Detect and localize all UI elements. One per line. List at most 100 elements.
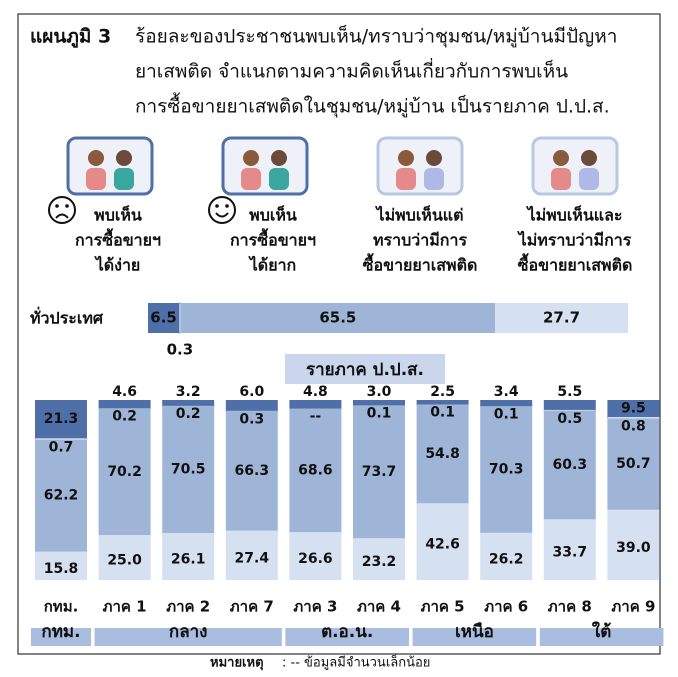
bar-value: 73.7 [362, 464, 397, 480]
bar-value: 39.0 [616, 540, 651, 556]
legend-label: ไม่พบเห็นแต่ [375, 204, 464, 225]
bar-value: 2.5 [430, 384, 455, 400]
bar-segment [289, 400, 341, 409]
title-line: การซื้อขายยาเสพติดในชุมชน/หมู่บ้าน เป็นร… [135, 93, 610, 119]
eye [55, 204, 59, 208]
bar-value: -- [310, 409, 322, 425]
legend-label: ซื้อขายยาเสพติด [518, 253, 633, 275]
bar-value: 0.1 [367, 406, 392, 422]
bar-value: 50.7 [616, 456, 651, 472]
bar-value: 9.5 [621, 401, 646, 417]
legend-label: ซื้อขายยาเสพติด [363, 253, 478, 275]
national-segment [179, 303, 180, 333]
legend-label: พบเห็น [249, 204, 297, 225]
icon-body [114, 168, 134, 190]
national-label: ทั่วประเทศ [30, 307, 104, 328]
bar-value: 26.2 [489, 551, 524, 567]
national-value: 6.5 [150, 309, 177, 327]
icon-body [424, 168, 444, 190]
icon-body [241, 168, 261, 190]
bar-value: 0.3 [239, 411, 264, 427]
icon-head [426, 150, 442, 166]
bar-segment [99, 400, 151, 408]
icon-head [581, 150, 597, 166]
icon-body [86, 168, 106, 190]
icon-body [579, 168, 599, 190]
x-tick-label: ภาค 6 [484, 598, 528, 616]
bar-value: 15.8 [44, 561, 79, 577]
bar-value: 33.7 [553, 545, 588, 561]
bar-value: 21.3 [44, 411, 79, 427]
x-tick-label: ภาค 3 [293, 598, 337, 616]
icon-head [271, 150, 287, 166]
note: : -- ข้อมูลมีจำนวนเล็กน้อย [282, 653, 430, 671]
legend-label: พบเห็น [94, 204, 142, 225]
bar-value: 42.6 [425, 537, 460, 553]
bar-value: 4.8 [303, 384, 328, 400]
legend-label: ไม่พบเห็นและ [526, 204, 623, 225]
bar-value: 3.0 [367, 384, 392, 400]
legend-icon [378, 138, 462, 194]
bar-value: 26.6 [298, 551, 333, 567]
bar-value: 27.4 [235, 550, 270, 566]
national-value: 0.3 [167, 341, 194, 359]
group-label: ต.อ.น. [321, 622, 373, 642]
bar-value: 0.2 [176, 406, 201, 422]
eye [215, 204, 219, 208]
icon-head [553, 150, 569, 166]
bar-value: 0.2 [112, 409, 137, 425]
bar-segment [226, 400, 278, 411]
legend-label: การซื้อขายฯ [230, 228, 316, 250]
bar-value: 26.1 [171, 552, 206, 568]
icon-head [116, 150, 132, 166]
title-line: ร้อยละของประชาชนพบเห็น/ทราบว่าชุมชน/หมู่… [135, 24, 617, 49]
regions-heading: รายภาค ป.ป.ส. [306, 360, 424, 380]
bar-value: 70.2 [107, 464, 142, 480]
bar-segment [544, 400, 596, 410]
bar-value: 23.2 [362, 554, 397, 570]
bar-value: 3.4 [494, 384, 519, 400]
icon-head [398, 150, 414, 166]
bar-value: 60.3 [553, 457, 588, 473]
x-tick-label: ภาค 1 [103, 598, 147, 616]
group-label: เหนือ [455, 621, 494, 642]
icon-head [88, 150, 104, 166]
face [49, 197, 75, 223]
bar-value: 68.6 [298, 462, 333, 478]
face [209, 197, 235, 223]
bar-value: 70.5 [171, 462, 206, 478]
icon-body [269, 168, 289, 190]
x-tick-label: กทม. [44, 598, 79, 616]
bar-value: 66.3 [235, 463, 270, 479]
chart: แผนภูมิ 3 ร้อยละของประชาชนพบเห็น/ทราบว่า… [0, 0, 678, 677]
bar-segment [480, 400, 532, 406]
x-tick-label: ภาค 8 [548, 598, 592, 616]
legend-icon [68, 138, 152, 194]
title-line: ยาเสพติด จำแนกตามความคิดเห็นเกี่ยวกับการ… [135, 58, 568, 83]
legend-icon [223, 138, 307, 194]
legend-label: ได้ง่าย [94, 256, 141, 275]
bar-value: 25.0 [107, 553, 142, 569]
legend-label: ได้ยาก [248, 256, 296, 275]
note-label: หมายเหตุ [210, 656, 264, 671]
eye [225, 204, 229, 208]
national-value: 27.7 [543, 309, 580, 327]
x-tick-label: ภาค 4 [357, 598, 401, 616]
x-tick-label: ภาค 7 [230, 598, 274, 616]
icon-body [396, 168, 416, 190]
bar-value: 70.3 [489, 462, 524, 478]
legend-icon [533, 138, 617, 194]
legend-label: ทราบว่ามีการ [373, 231, 467, 250]
x-tick-label: ภาค 5 [421, 598, 465, 616]
bar-segment [162, 400, 214, 406]
title-prefix: แผนภูมิ 3 [30, 26, 111, 49]
eye [65, 204, 69, 208]
bar-value: 0.5 [557, 411, 582, 427]
group-label: กลาง [169, 622, 208, 642]
icon-body [551, 168, 571, 190]
bar-value: 6.0 [239, 384, 264, 400]
legend-label: ไม่ทราบว่ามีการ [517, 231, 632, 250]
legend-label: การซื้อขายฯ [75, 228, 161, 250]
icon-head [243, 150, 259, 166]
group-label: ใต้ [592, 621, 611, 642]
